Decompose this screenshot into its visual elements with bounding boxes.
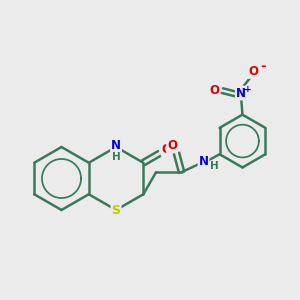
Text: S: S <box>112 203 121 217</box>
Text: O: O <box>167 139 177 152</box>
Text: H: H <box>210 161 219 171</box>
Text: O: O <box>209 84 219 97</box>
Text: N: N <box>199 155 208 168</box>
Text: +: + <box>244 85 251 94</box>
Text: O: O <box>162 143 172 156</box>
Text: O: O <box>249 65 259 78</box>
Text: N: N <box>236 87 246 100</box>
Text: N: N <box>111 139 121 152</box>
Text: -: - <box>260 60 266 73</box>
Text: H: H <box>112 152 120 163</box>
